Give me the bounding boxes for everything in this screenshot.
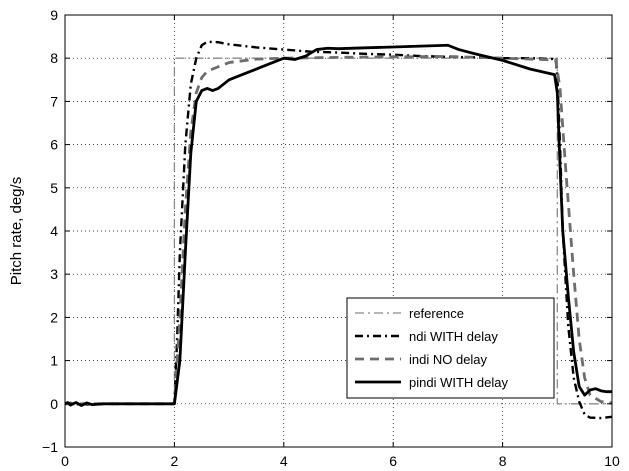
- x-tick-label: 6: [389, 453, 397, 469]
- y-tick-label: 5: [50, 180, 58, 196]
- y-tick-label: 3: [50, 266, 58, 282]
- x-tick-label: 0: [61, 453, 69, 469]
- series-line-3: [64, 43, 612, 407]
- x-tick-label: 4: [280, 453, 288, 469]
- y-tick-label: 9: [50, 7, 58, 23]
- x-tick-label: 8: [499, 453, 507, 469]
- y-tick-label: 8: [50, 50, 58, 66]
- legend: reference ndi WITH delay indi NO delay pind…: [346, 297, 555, 399]
- y-tick-label: 2: [50, 309, 58, 325]
- y-tick-label: −1: [42, 439, 58, 455]
- x-tick-label: 10: [604, 453, 620, 469]
- legend-label-2: indi NO delay: [409, 352, 488, 367]
- x-tick-label: 2: [171, 453, 179, 469]
- series-line-2: [65, 55, 613, 406]
- legend-label-1: ndi WITH delay: [409, 329, 498, 344]
- y-tick-label: 1: [50, 353, 58, 369]
- y-tick-label: 7: [50, 93, 58, 109]
- legend-label-0: reference: [409, 306, 464, 321]
- legend-label-3: pindi WITH delay: [409, 375, 508, 390]
- y-tick-label: 6: [50, 137, 58, 153]
- y-tick-label: 0: [50, 396, 58, 412]
- y-tick-label: 4: [50, 223, 58, 239]
- y-axis-label: Pitch rate, deg/s: [8, 177, 25, 285]
